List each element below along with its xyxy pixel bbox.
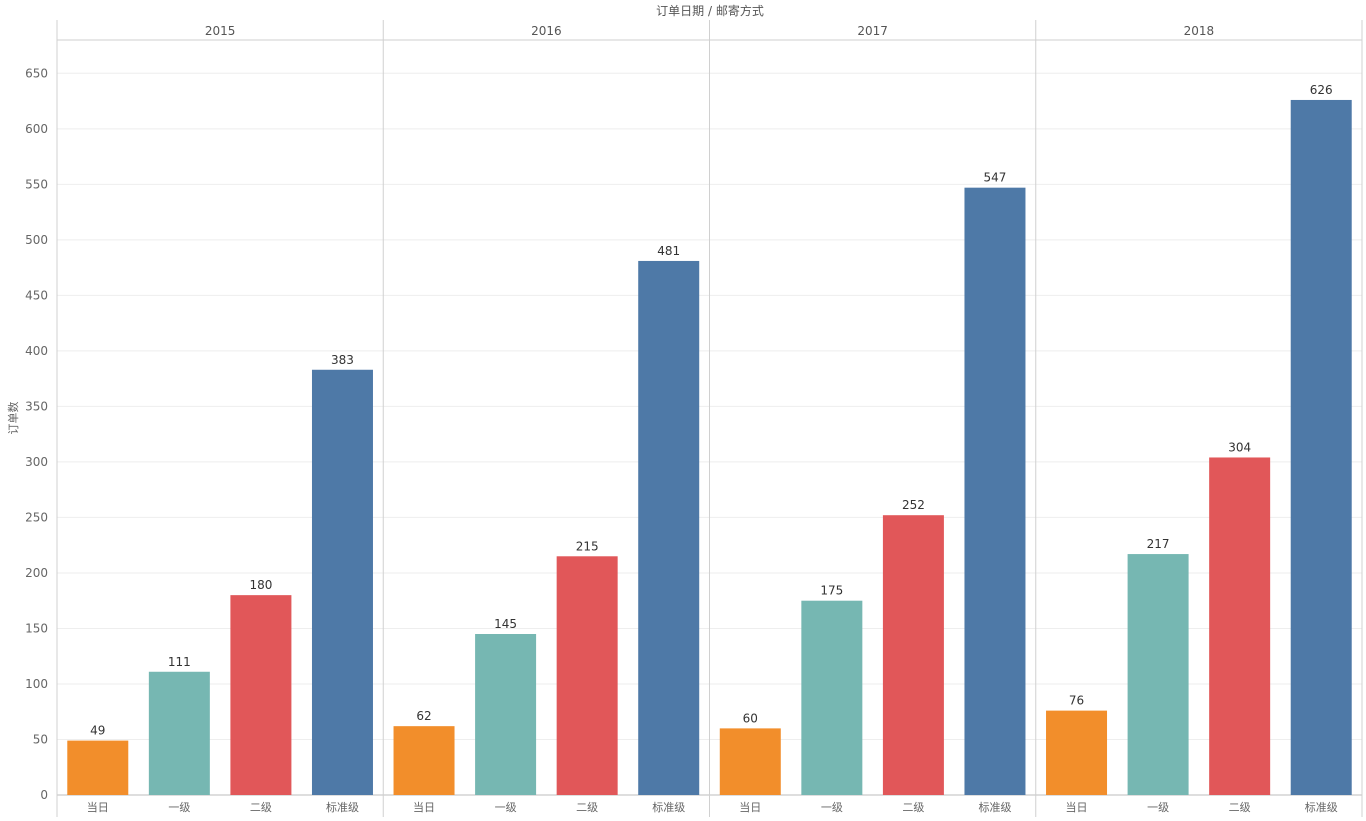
data-label: 547 (984, 171, 1007, 185)
data-label: 481 (657, 244, 680, 258)
labels: 0 50 100 150 200 250 300 350 400 450 500 550 600 650 2… (25, 24, 1338, 814)
x-category-label: 二级 (1229, 801, 1251, 814)
data-label: 49 (90, 724, 105, 738)
x-category-label: 标准级 (1305, 800, 1338, 814)
data-label: 252 (902, 498, 925, 512)
bar (475, 634, 537, 795)
y-tick-label: 150 (25, 621, 48, 635)
x-category-label: 标准级 (652, 800, 685, 814)
bar (67, 740, 129, 795)
y-tick-label: 0 (40, 788, 48, 802)
y-tick-label: 350 (25, 399, 48, 413)
x-category-label: 当日 (1066, 800, 1088, 814)
x-category-label: 一级 (168, 801, 190, 814)
y-tick-label: 450 (25, 288, 48, 302)
bar (882, 515, 944, 795)
y-tick-label: 550 (25, 177, 48, 191)
chart-title: 订单日期 / 邮寄方式 (656, 3, 764, 18)
panel-year-label: 2015 (205, 24, 236, 38)
y-tick-label: 50 (33, 732, 48, 746)
data-label: 383 (331, 353, 354, 367)
y-tick-label: 300 (25, 455, 48, 469)
y-tick-label: 200 (25, 566, 48, 580)
bar (638, 260, 700, 796)
bar (719, 728, 781, 795)
y-tick-label: 600 (25, 122, 48, 136)
bar (1209, 457, 1271, 795)
data-label: 111 (168, 655, 191, 669)
x-category-label: 当日 (413, 800, 435, 814)
x-category-label: 标准级 (326, 800, 359, 814)
bar (1127, 554, 1189, 795)
bars (67, 99, 1352, 796)
x-category-label: 二级 (250, 801, 272, 814)
data-label: 60 (743, 711, 758, 725)
panel-year-label: 2016 (531, 24, 562, 38)
bar (1046, 710, 1108, 795)
bar (311, 369, 373, 795)
bar (148, 671, 210, 795)
x-category-label: 二级 (576, 801, 598, 814)
x-category-label: 一级 (821, 801, 843, 814)
data-label: 175 (820, 584, 843, 598)
bar (801, 600, 863, 795)
x-category-label: 当日 (87, 800, 109, 814)
y-axis-title: 订单数 (7, 402, 20, 435)
data-label: 217 (1147, 537, 1170, 551)
x-category-label: 一级 (495, 801, 517, 814)
y-tick-label: 650 (25, 66, 48, 80)
data-label: 215 (576, 539, 599, 553)
y-tick-label: 500 (25, 233, 48, 247)
data-label: 304 (1228, 440, 1251, 454)
x-category-label: 二级 (902, 801, 924, 814)
bar (230, 595, 292, 795)
data-label: 626 (1310, 83, 1333, 97)
data-label: 76 (1069, 694, 1084, 708)
data-label: 180 (249, 578, 272, 592)
bar (556, 556, 618, 795)
y-tick-label: 400 (25, 344, 48, 358)
panel-year-label: 2018 (1184, 24, 1215, 38)
x-category-label: 当日 (739, 800, 761, 814)
x-category-label: 一级 (1147, 801, 1169, 814)
data-label: 62 (416, 709, 431, 723)
data-label: 145 (494, 617, 517, 631)
bar (393, 726, 455, 795)
y-tick-label: 100 (25, 677, 48, 691)
panel-year-label: 2017 (857, 24, 888, 38)
bar (1290, 99, 1352, 796)
y-tick-label: 250 (25, 510, 48, 524)
bar (964, 187, 1026, 795)
x-category-label: 标准级 (978, 800, 1011, 814)
